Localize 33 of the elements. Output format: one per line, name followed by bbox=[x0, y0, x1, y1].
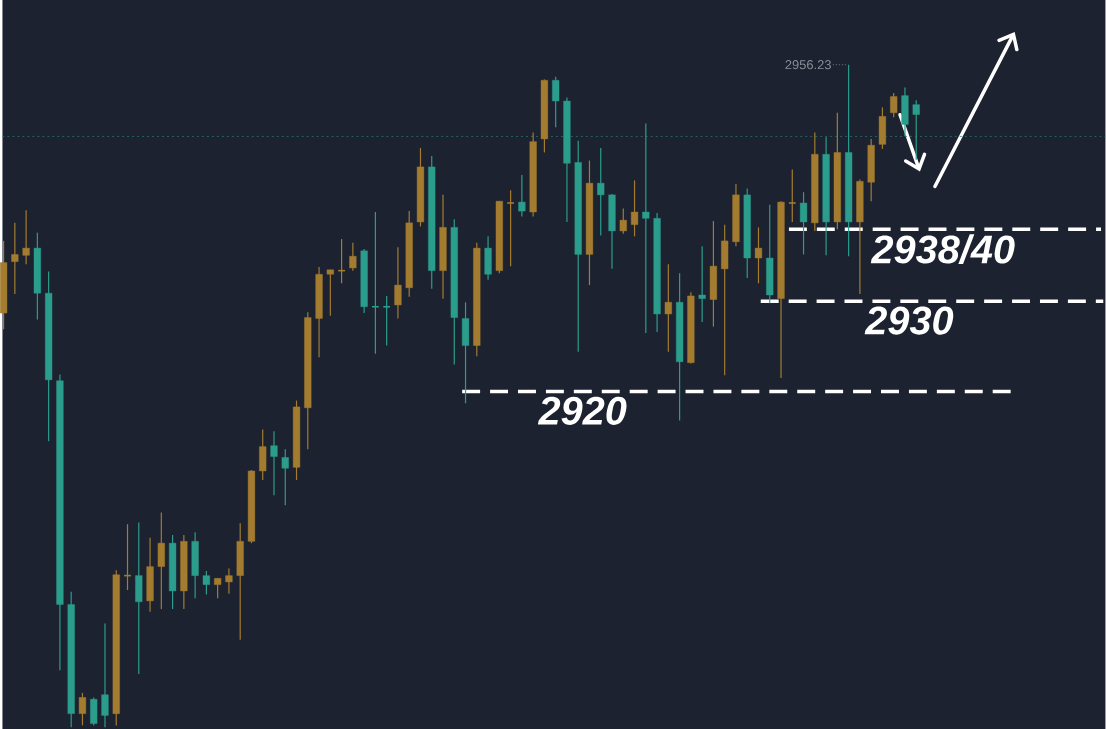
candlestick bbox=[518, 174, 526, 218]
candlestick bbox=[78, 692, 87, 726]
candlestick bbox=[754, 226, 763, 284]
candlestick bbox=[202, 570, 210, 596]
candlestick bbox=[664, 263, 672, 353]
candlestick bbox=[552, 76, 560, 128]
candlestick bbox=[326, 269, 334, 317]
candlestick bbox=[371, 211, 380, 355]
candlestick bbox=[394, 246, 402, 320]
candlestick bbox=[642, 122, 650, 334]
candlestick bbox=[101, 622, 109, 728]
candlestick bbox=[382, 295, 391, 347]
candlestick bbox=[788, 169, 797, 223]
ref-line-label: 2930 bbox=[864, 306, 954, 335]
candlestick bbox=[225, 567, 233, 595]
candlestick bbox=[799, 191, 808, 256]
candlestick bbox=[11, 222, 19, 295]
annotation: 2956.23 bbox=[785, 60, 831, 70]
candlestick bbox=[630, 179, 639, 237]
candlestick bbox=[349, 242, 357, 272]
candlestick bbox=[698, 245, 706, 323]
candlestick bbox=[912, 99, 920, 161]
candlestick bbox=[281, 448, 289, 506]
candlestick bbox=[270, 430, 278, 496]
candlestick bbox=[619, 207, 627, 235]
candlestick bbox=[597, 147, 605, 237]
candlestick bbox=[214, 577, 222, 599]
candlestick bbox=[890, 92, 898, 118]
candlestick bbox=[157, 511, 165, 610]
ref-line-label: 2920 bbox=[537, 396, 627, 425]
candlestick bbox=[22, 209, 30, 265]
candlestick bbox=[506, 189, 515, 267]
ref-line-label: 2938/40 bbox=[870, 234, 1015, 264]
